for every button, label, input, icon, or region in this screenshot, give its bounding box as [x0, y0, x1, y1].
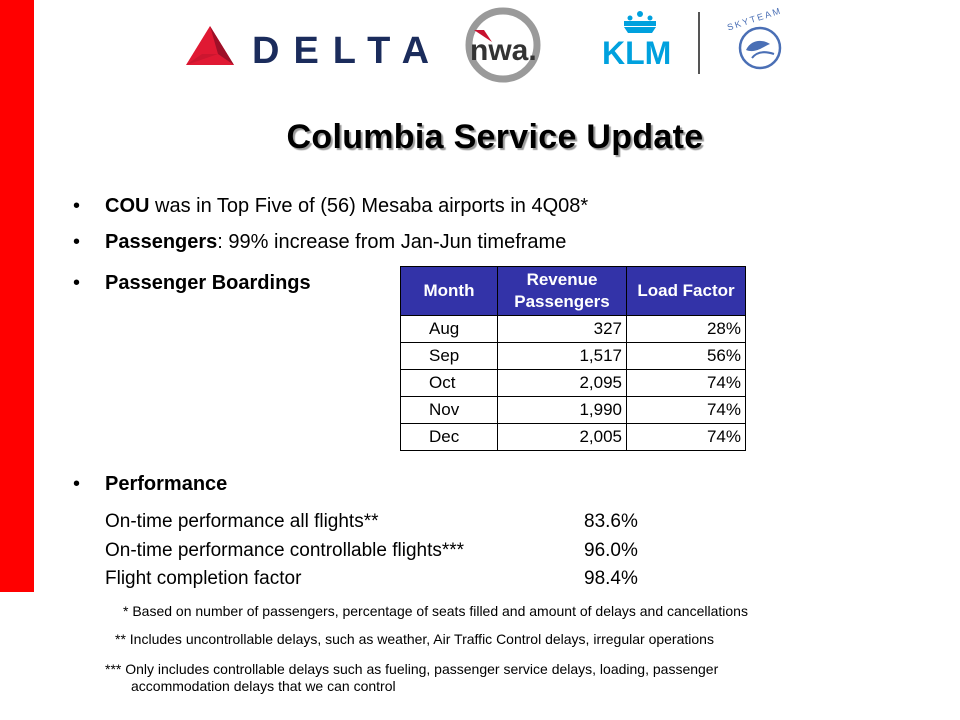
- bullet-text: : 99% increase from Jan-Jun timeframe: [217, 231, 567, 253]
- slide-title: Columbia Service Update: [286, 118, 704, 156]
- performance-label: On-time performance all flights**: [105, 511, 379, 532]
- bullet-dot-icon: •: [73, 231, 81, 253]
- cell-load-factor: 28%: [626, 315, 746, 343]
- bullet-passengers: • Passengers: 99% increase from Jan-Jun t…: [73, 230, 566, 254]
- footnote-1: * Based on number of passengers, percent…: [123, 603, 748, 619]
- cell-month: Nov: [400, 396, 498, 424]
- delta-widget-icon: [186, 26, 234, 65]
- bullet-dot-icon: •: [73, 473, 81, 495]
- footnote-3: *** Only includes controllable delays su…: [105, 661, 719, 677]
- nwa-logo: nwa.: [465, 7, 541, 83]
- performance-value: 98.4%: [584, 568, 638, 589]
- klm-logo-text: KLM: [602, 35, 671, 71]
- performance-row: Flight completion factor 98.4%: [105, 568, 638, 590]
- cell-load-factor: 56%: [626, 342, 746, 370]
- bullet-bold-text: Performance: [105, 473, 228, 495]
- performance-label: On-time performance controllable flights…: [105, 540, 465, 561]
- performance-row: On-time performance all flights** 83.6%: [105, 511, 638, 533]
- nwa-logo-text: nwa.: [470, 34, 537, 67]
- footnote-3-continued: accommodation delays that we can control: [131, 678, 396, 694]
- klm-crown-icon: [624, 11, 656, 33]
- column-header-month: Month: [400, 266, 498, 316]
- table-row: Nov 1,990 74%: [400, 396, 746, 424]
- table-row: Dec 2,005 74%: [400, 423, 746, 451]
- cell-load-factor: 74%: [626, 369, 746, 397]
- bullet-bold-text: Passenger Boardings: [105, 272, 311, 294]
- bullet-bold-text: COU: [105, 195, 150, 217]
- bullet-cou-ranking: • COU was in Top Five of (56) Mesaba airp…: [73, 194, 588, 218]
- performance-value: 83.6%: [584, 511, 638, 532]
- cell-passengers: 1,990: [497, 396, 627, 424]
- cell-month: Oct: [400, 369, 498, 397]
- column-header-load-factor: Load Factor: [626, 266, 746, 316]
- red-side-bar: [0, 0, 34, 592]
- cell-month: Aug: [400, 315, 498, 343]
- skyteam-logo: SKYTEAM: [721, 5, 783, 70]
- table-header-row: Month Revenue Passengers Load Factor: [400, 266, 746, 316]
- performance-value: 96.0%: [584, 540, 638, 561]
- bullet-text: was in Top Five of (56) Mesaba airports …: [149, 195, 589, 217]
- bullet-performance: • Performance: [73, 472, 227, 496]
- cell-month: Dec: [400, 423, 498, 451]
- cell-month: Sep: [400, 342, 498, 370]
- delta-logo-text: DELTA: [252, 30, 443, 72]
- cell-passengers: 1,517: [497, 342, 627, 370]
- cell-passengers: 2,095: [497, 369, 627, 397]
- cell-passengers: 2,005: [497, 423, 627, 451]
- column-header-revenue-passengers: Revenue Passengers: [497, 266, 627, 316]
- table-row: Aug 327 28%: [400, 315, 746, 343]
- performance-label: Flight completion factor: [105, 568, 302, 589]
- airline-logos: DELTA nwa. KLM SKYTEAM: [186, 5, 783, 83]
- bullet-dot-icon: •: [73, 272, 81, 294]
- bullet-dot-icon: •: [73, 195, 81, 217]
- cell-load-factor: 74%: [626, 423, 746, 451]
- footnote-2: ** Includes uncontrollable delays, such …: [115, 631, 714, 647]
- bullet-passenger-boardings: • Passenger Boardings: [73, 271, 311, 295]
- performance-row: On-time performance controllable flights…: [105, 540, 638, 562]
- table-row: Oct 2,095 74%: [400, 369, 746, 397]
- boardings-table: Month Revenue Passengers Load Factor Aug…: [400, 266, 746, 451]
- bullet-bold-text: Passengers: [105, 231, 218, 253]
- table-row: Sep 1,517 56%: [400, 342, 746, 370]
- cell-passengers: 327: [497, 315, 627, 343]
- cell-load-factor: 74%: [626, 396, 746, 424]
